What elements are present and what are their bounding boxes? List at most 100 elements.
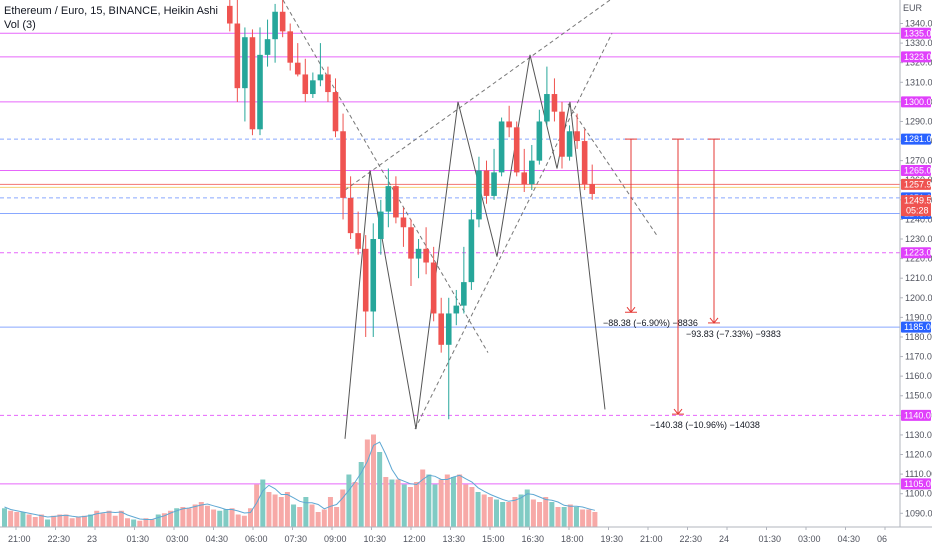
candle-body-24 [408, 227, 414, 259]
volume-bar-51 [315, 512, 321, 527]
candle-body-3 [249, 37, 256, 130]
time-tick-label-0: 21:00 [8, 534, 31, 544]
volume-bar-80 [494, 499, 499, 527]
price-tick-label-1090: 1090.00 [905, 508, 932, 518]
volume-bar-33 [204, 505, 210, 527]
price-tick-label-1110: 1110.00 [905, 469, 932, 479]
volume-bar-15 [94, 510, 100, 527]
candle-body-36 [498, 121, 505, 173]
price-tick-label-1310: 1310.00 [905, 77, 932, 87]
volume-bar-31 [192, 504, 198, 527]
horizontal-levels [0, 32, 900, 485]
volume-bar-72 [444, 474, 450, 527]
candle-18 [362, 235, 369, 337]
candle-41 [536, 109, 543, 165]
volume-bar-9 [57, 514, 63, 527]
current-price-label: 1249.59 [904, 196, 932, 206]
candle-6 [272, 3, 278, 63]
price-tick-label-1170: 1170.00 [905, 352, 932, 362]
time-tick-label-15: 19:30 [601, 534, 624, 544]
price-tag-label-5: 1257.90 [904, 179, 932, 189]
measure-0: −88.38 (−6.90%) −8836 [603, 138, 698, 328]
volume-bar-79 [487, 497, 493, 527]
price-tag-2: 1300.00 [901, 96, 932, 108]
candle-7 [279, 0, 286, 38]
price-tick-label-1230: 1230.00 [905, 234, 932, 244]
candle-body-19 [370, 239, 377, 312]
volume-ma-line [4, 441, 596, 520]
candle-body-14 [332, 92, 339, 132]
price-tag-label-0: 1335.00 [904, 28, 932, 38]
candle-48 [589, 164, 595, 200]
volume-bar-4 [26, 514, 32, 527]
volume-bar-68 [420, 469, 426, 527]
volume-bar-83 [512, 497, 518, 527]
volume-bar-85 [524, 489, 530, 527]
candle-32 [468, 209, 475, 290]
volume-bar-43 [266, 492, 272, 527]
volume-bar-28 [174, 508, 180, 527]
measure-label-0: −88.38 (−6.90%) −8836 [603, 318, 698, 328]
candle-body-43 [551, 94, 558, 112]
volume-bar-45 [278, 497, 284, 527]
candle-body-7 [279, 11, 286, 32]
candle-body-25 [415, 248, 422, 259]
candle-8 [287, 23, 293, 71]
price-tag-label-9: 1185.00 [904, 322, 932, 332]
candle-body-34 [483, 170, 490, 196]
price-tag-9: 1185.00 [901, 321, 932, 333]
trendline-ascending-2 [414, 33, 613, 430]
volume-bar-76 [469, 487, 475, 527]
volume-bar-86 [530, 499, 536, 527]
volume-bar-60 [371, 434, 376, 527]
candle-16 [347, 176, 354, 240]
candle-body-48 [589, 184, 595, 194]
candle-12 [317, 43, 324, 87]
price-tag-1: 1323.00 [901, 51, 932, 63]
price-tag-label-11: 1105.00 [904, 479, 932, 489]
candle-44 [559, 101, 565, 169]
time-tick-label-1: 22:30 [48, 534, 71, 544]
price-tick-label-1180: 1180.00 [905, 332, 932, 342]
candle-body-37 [506, 121, 512, 128]
price-tag-bg-3 [901, 133, 931, 145]
volume-bar-96 [592, 512, 598, 527]
volume-bar-95 [586, 509, 592, 527]
volume-bar-71 [438, 479, 444, 527]
volume-bar-35 [217, 510, 223, 527]
volume-bar-81 [500, 502, 506, 527]
price-tick-label-1330: 1330.00 [905, 38, 932, 48]
volume-bar-14 [88, 514, 94, 527]
price-tag-0: 1335.00 [901, 27, 932, 39]
volume-bar-94 [580, 509, 586, 527]
candle-body-30 [453, 305, 460, 314]
price-tick-label-1320: 1320.00 [905, 58, 932, 68]
price-tag-bg-8 [901, 247, 931, 259]
candle-body-44 [559, 111, 565, 157]
volume-bar-61 [377, 452, 383, 527]
candle-body-8 [287, 31, 293, 63]
time-tick-label-13: 16:30 [522, 534, 545, 544]
candle-body-4 [257, 54, 263, 130]
candle-body-35 [491, 172, 497, 196]
candle-body-12 [317, 74, 324, 81]
volume-bar-36 [223, 509, 229, 527]
volume-bar-59 [364, 439, 370, 527]
price-tag-bg-0 [901, 27, 931, 39]
currency-label: EUR [903, 3, 923, 13]
volume-bar-48 [297, 507, 303, 527]
candle-body-38 [513, 127, 520, 173]
candle-body-13 [325, 74, 331, 93]
volume-bar-62 [383, 477, 389, 527]
candle-29 [445, 297, 452, 420]
candle-0 [227, 0, 233, 32]
candle-15 [340, 113, 346, 220]
time-tick-label-19: 01:30 [759, 534, 782, 544]
chart-title: Ethereum / Euro, 15, BINANCE, Heikin Ash… [4, 5, 218, 17]
volume-bar-66 [407, 487, 413, 527]
candle-body-47 [581, 141, 588, 185]
volume-bar-82 [506, 502, 512, 527]
volume-bar-46 [284, 492, 290, 527]
